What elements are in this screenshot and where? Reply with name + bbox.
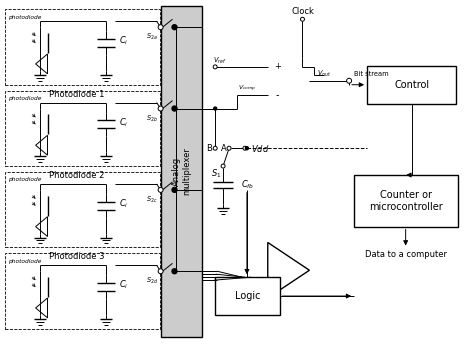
Text: $C_{fb}$: $C_{fb}$ [241, 179, 255, 191]
Circle shape [214, 107, 217, 110]
Circle shape [227, 146, 231, 150]
Text: Analog
multiplexer: Analog multiplexer [172, 147, 191, 196]
Text: photodiode: photodiode [8, 15, 41, 20]
Text: $S_{2a}$: $S_{2a}$ [146, 32, 158, 42]
Text: $V_{ref}$: $V_{ref}$ [213, 56, 227, 66]
Circle shape [213, 65, 217, 69]
Circle shape [213, 146, 217, 150]
Text: $C_i$: $C_i$ [119, 198, 128, 210]
Bar [367, 66, 456, 104]
Bar [5, 9, 160, 85]
Text: Data to a computer: Data to a computer [365, 250, 447, 259]
Circle shape [221, 164, 225, 168]
Text: $C_i$: $C_i$ [119, 279, 128, 291]
Circle shape [346, 78, 352, 83]
Text: Clock: Clock [291, 7, 314, 16]
Text: $S_{2c}$: $S_{2c}$ [146, 195, 158, 205]
Text: photodiode: photodiode [8, 259, 41, 264]
Bar [5, 91, 160, 166]
Circle shape [301, 17, 304, 21]
Bar [5, 253, 160, 329]
Text: A: A [221, 144, 227, 153]
Circle shape [172, 187, 177, 192]
Circle shape [172, 25, 177, 30]
Text: $S_{2d}$: $S_{2d}$ [146, 276, 158, 286]
Bar [161, 6, 202, 337]
Circle shape [158, 25, 163, 30]
Text: +: + [274, 62, 281, 71]
Text: $\it{Vdd}$: $\it{Vdd}$ [251, 143, 269, 154]
Circle shape [172, 106, 177, 111]
Bar [354, 175, 458, 227]
Text: $C_i$: $C_i$ [119, 116, 128, 129]
Circle shape [158, 269, 163, 274]
Polygon shape [268, 243, 310, 298]
Circle shape [246, 147, 248, 150]
Text: photodiode: photodiode [8, 96, 41, 101]
Text: Photodiode 2: Photodiode 2 [49, 171, 104, 180]
Text: $S_{2b}$: $S_{2b}$ [146, 113, 158, 124]
Text: -: - [276, 90, 280, 100]
Text: Counter or
microcontroller: Counter or microcontroller [369, 190, 443, 212]
Text: $V_{comp}$: $V_{comp}$ [238, 84, 256, 94]
Circle shape [158, 106, 163, 111]
Circle shape [243, 146, 247, 150]
Bar [5, 172, 160, 247]
Text: Logic: Logic [235, 291, 260, 301]
Circle shape [172, 269, 177, 274]
Text: Photodiode 3: Photodiode 3 [48, 252, 104, 261]
Bar [215, 277, 280, 315]
Text: B: B [206, 144, 212, 153]
Text: Bit stream: Bit stream [354, 71, 389, 77]
Text: $V_{out}$: $V_{out}$ [318, 69, 332, 79]
Text: Control: Control [394, 80, 429, 90]
Circle shape [158, 187, 163, 192]
Text: $S_1$: $S_1$ [210, 168, 221, 180]
Text: Photodiode 1: Photodiode 1 [49, 90, 104, 99]
Text: photodiode: photodiode [8, 178, 41, 183]
Text: $C_i$: $C_i$ [119, 35, 128, 47]
